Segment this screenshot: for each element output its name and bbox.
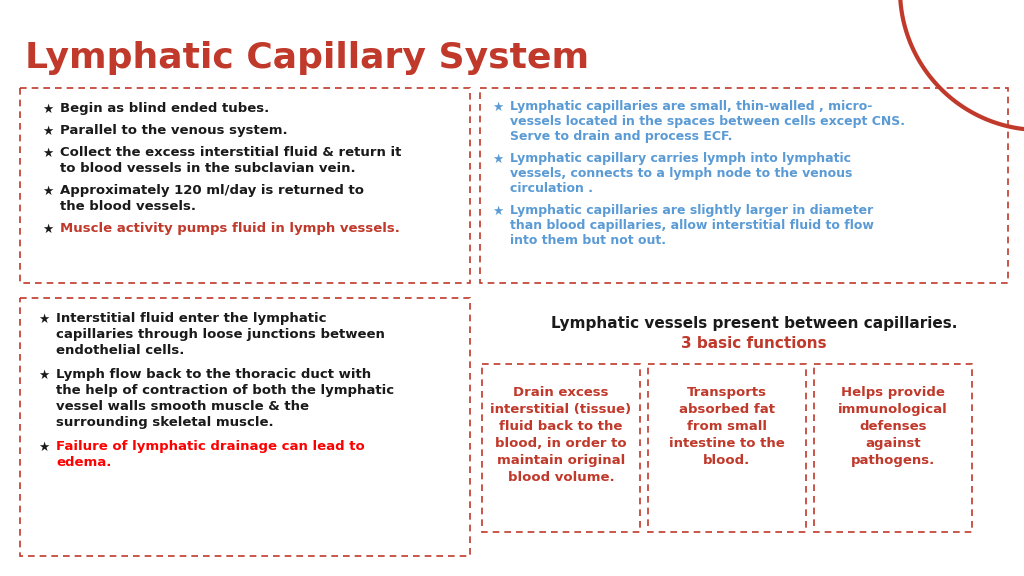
- Text: into them but not out.: into them but not out.: [510, 234, 666, 247]
- Text: Transports
absorbed fat
from small
intestine to the
blood.: Transports absorbed fat from small intes…: [669, 386, 784, 467]
- Text: ★: ★: [42, 125, 53, 138]
- Text: Muscle activity pumps fluid in lymph vessels.: Muscle activity pumps fluid in lymph ves…: [60, 222, 400, 235]
- Text: Lymphatic capillaries are small, thin-walled , micro-: Lymphatic capillaries are small, thin-wa…: [510, 100, 872, 113]
- Text: Drain excess
interstitial (tissue)
fluid back to the
blood, in order to
maintain: Drain excess interstitial (tissue) fluid…: [490, 386, 632, 484]
- Text: Lymph flow back to the thoracic duct with: Lymph flow back to the thoracic duct wit…: [56, 368, 371, 381]
- Text: vessels, connects to a lymph node to the venous: vessels, connects to a lymph node to the…: [510, 167, 852, 180]
- Text: circulation .: circulation .: [510, 182, 593, 195]
- Bar: [482, 364, 640, 532]
- Text: ★: ★: [42, 103, 53, 116]
- Text: Lymphatic capillaries are slightly larger in diameter: Lymphatic capillaries are slightly large…: [510, 204, 873, 217]
- Bar: [814, 364, 972, 532]
- Text: Lymphatic Capillary System: Lymphatic Capillary System: [25, 41, 589, 75]
- Text: capillaries through loose junctions between: capillaries through loose junctions betw…: [56, 328, 385, 341]
- Text: ★: ★: [42, 223, 53, 236]
- Text: ★: ★: [42, 185, 53, 198]
- Text: Helps provide
immunological
defenses
against
pathogens.: Helps provide immunological defenses aga…: [838, 386, 948, 467]
- Text: to blood vessels in the subclavian vein.: to blood vessels in the subclavian vein.: [60, 162, 355, 175]
- Text: Lymphatic vessels present between capillaries.: Lymphatic vessels present between capill…: [551, 316, 957, 331]
- Text: the help of contraction of both the lymphatic: the help of contraction of both the lymp…: [56, 384, 394, 397]
- Text: vessels located in the spaces between cells except CNS.: vessels located in the spaces between ce…: [510, 115, 905, 128]
- Text: Parallel to the venous system.: Parallel to the venous system.: [60, 124, 288, 137]
- Text: Begin as blind ended tubes.: Begin as blind ended tubes.: [60, 102, 269, 115]
- Text: than blood capillaries, allow interstitial fluid to flow: than blood capillaries, allow interstiti…: [510, 219, 873, 232]
- Bar: [480, 88, 1008, 283]
- Text: 3 basic functions: 3 basic functions: [681, 336, 826, 351]
- Bar: [20, 298, 470, 556]
- Text: surrounding skeletal muscle.: surrounding skeletal muscle.: [56, 416, 273, 429]
- Text: Approximately 120 ml/day is returned to: Approximately 120 ml/day is returned to: [60, 184, 364, 197]
- Text: ★: ★: [492, 205, 503, 218]
- Text: ★: ★: [38, 369, 49, 382]
- Text: ★: ★: [42, 147, 53, 160]
- Text: endothelial cells.: endothelial cells.: [56, 344, 184, 357]
- Text: Lymphatic capillary carries lymph into lymphatic: Lymphatic capillary carries lymph into l…: [510, 152, 851, 165]
- Text: edema.: edema.: [56, 456, 112, 469]
- Text: the blood vessels.: the blood vessels.: [60, 200, 196, 213]
- Text: ★: ★: [492, 101, 503, 114]
- Text: Interstitial fluid enter the lymphatic: Interstitial fluid enter the lymphatic: [56, 312, 327, 325]
- Text: ★: ★: [38, 441, 49, 454]
- Text: Serve to drain and process ECF.: Serve to drain and process ECF.: [510, 130, 732, 143]
- Bar: [20, 88, 470, 283]
- Text: ★: ★: [492, 153, 503, 166]
- Text: Failure of lymphatic drainage can lead to: Failure of lymphatic drainage can lead t…: [56, 440, 365, 453]
- Bar: [648, 364, 806, 532]
- Text: vessel walls smooth muscle & the: vessel walls smooth muscle & the: [56, 400, 309, 413]
- Text: Collect the excess interstitial fluid & return it: Collect the excess interstitial fluid & …: [60, 146, 401, 159]
- Text: ★: ★: [38, 313, 49, 326]
